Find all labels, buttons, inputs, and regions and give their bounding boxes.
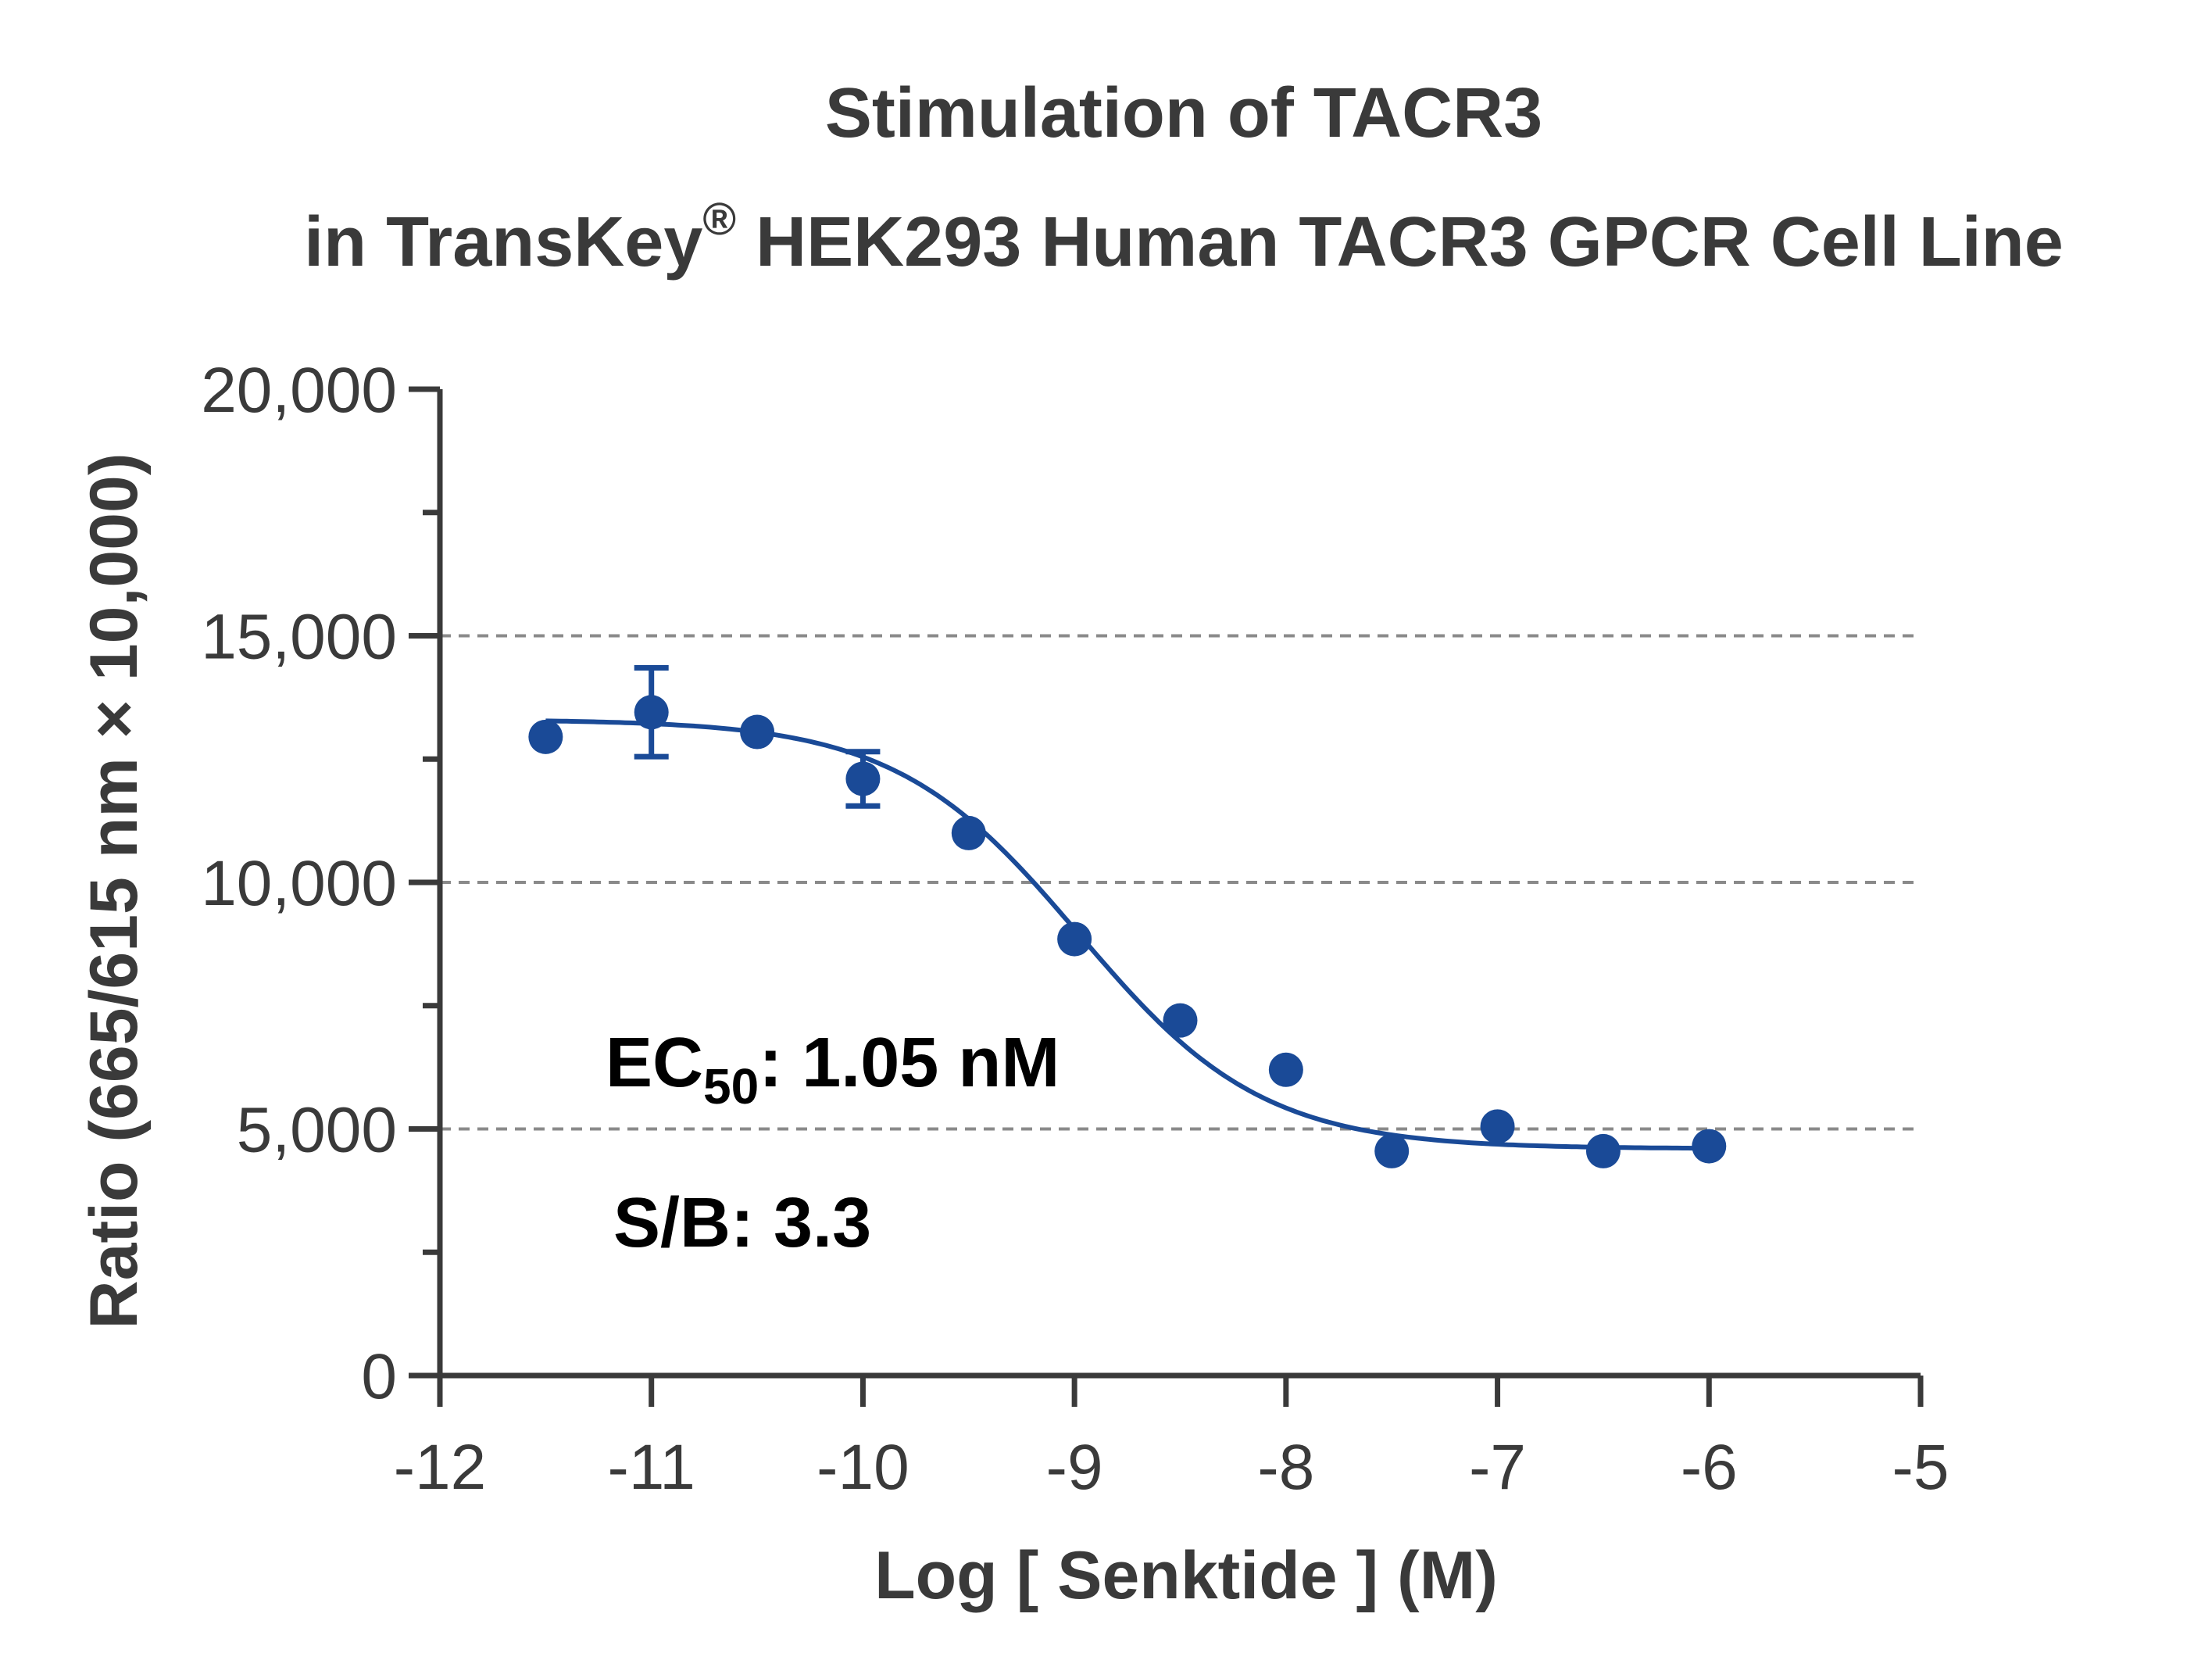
x-tick-label: -12 xyxy=(394,1432,487,1503)
y-tick-label: 10,000 xyxy=(201,848,397,919)
data-point xyxy=(1692,1129,1727,1164)
chart-title-line2: in TransKey® HEK293 Human TACR3 GPCR Cel… xyxy=(304,194,2064,281)
data-point xyxy=(1163,1003,1198,1038)
data-point xyxy=(1268,1052,1303,1087)
data-point xyxy=(845,761,881,796)
x-tick-label: -7 xyxy=(1469,1432,1526,1503)
y-tick-label: 20,000 xyxy=(201,355,397,426)
ec50-annotation: EC50: 1.05 nM xyxy=(606,1024,1060,1114)
x-tick-label: -5 xyxy=(1892,1432,1949,1503)
ec50-value: : 1.05 nM xyxy=(759,1024,1060,1102)
data-point xyxy=(528,719,563,754)
x-tick-label: -6 xyxy=(1681,1432,1738,1503)
x-tick-label: -9 xyxy=(1046,1432,1103,1503)
data-point xyxy=(634,695,669,730)
x-axis-title: Log [ Senktide ] (M) xyxy=(874,1538,1498,1613)
chart-title-line2-post: HEK293 Human TACR3 GPCR Cell Line xyxy=(736,203,2064,281)
registered-mark: ® xyxy=(702,194,736,245)
ec50-prefix: EC xyxy=(606,1024,703,1102)
data-point xyxy=(1480,1109,1515,1144)
chart-title-line1: Stimulation of TACR3 xyxy=(825,74,1542,152)
y-tick-label: 5,000 xyxy=(237,1095,397,1166)
chart-title-line2-pre: in TransKey xyxy=(304,203,702,281)
fit-curve xyxy=(545,718,1710,1151)
data-point xyxy=(1374,1133,1410,1168)
y-axis-title: Ratio (665/615 nm × 10,000) xyxy=(77,453,152,1329)
data-points xyxy=(528,695,1727,1168)
data-point xyxy=(1057,921,1092,957)
data-point xyxy=(1585,1133,1621,1168)
x-tick-label: -11 xyxy=(607,1432,695,1503)
y-tick-label: 15,000 xyxy=(201,602,397,673)
ec50-subscript: 50 xyxy=(703,1058,759,1114)
data-point xyxy=(951,815,986,850)
x-axis-ticks: -12 -11 -10 -9 -8 -7 -6 -5 xyxy=(394,1376,1949,1503)
y-axis-ticks: 0 5,000 10,000 15,000 20,000 xyxy=(201,355,440,1412)
x-tick-label: -10 xyxy=(817,1432,909,1503)
sb-annotation: S/B: 3.3 xyxy=(613,1184,871,1262)
x-tick-label: -8 xyxy=(1257,1432,1314,1503)
y-tick-label: 0 xyxy=(361,1341,397,1412)
grid-lines xyxy=(440,634,1921,1131)
data-point xyxy=(740,714,775,750)
